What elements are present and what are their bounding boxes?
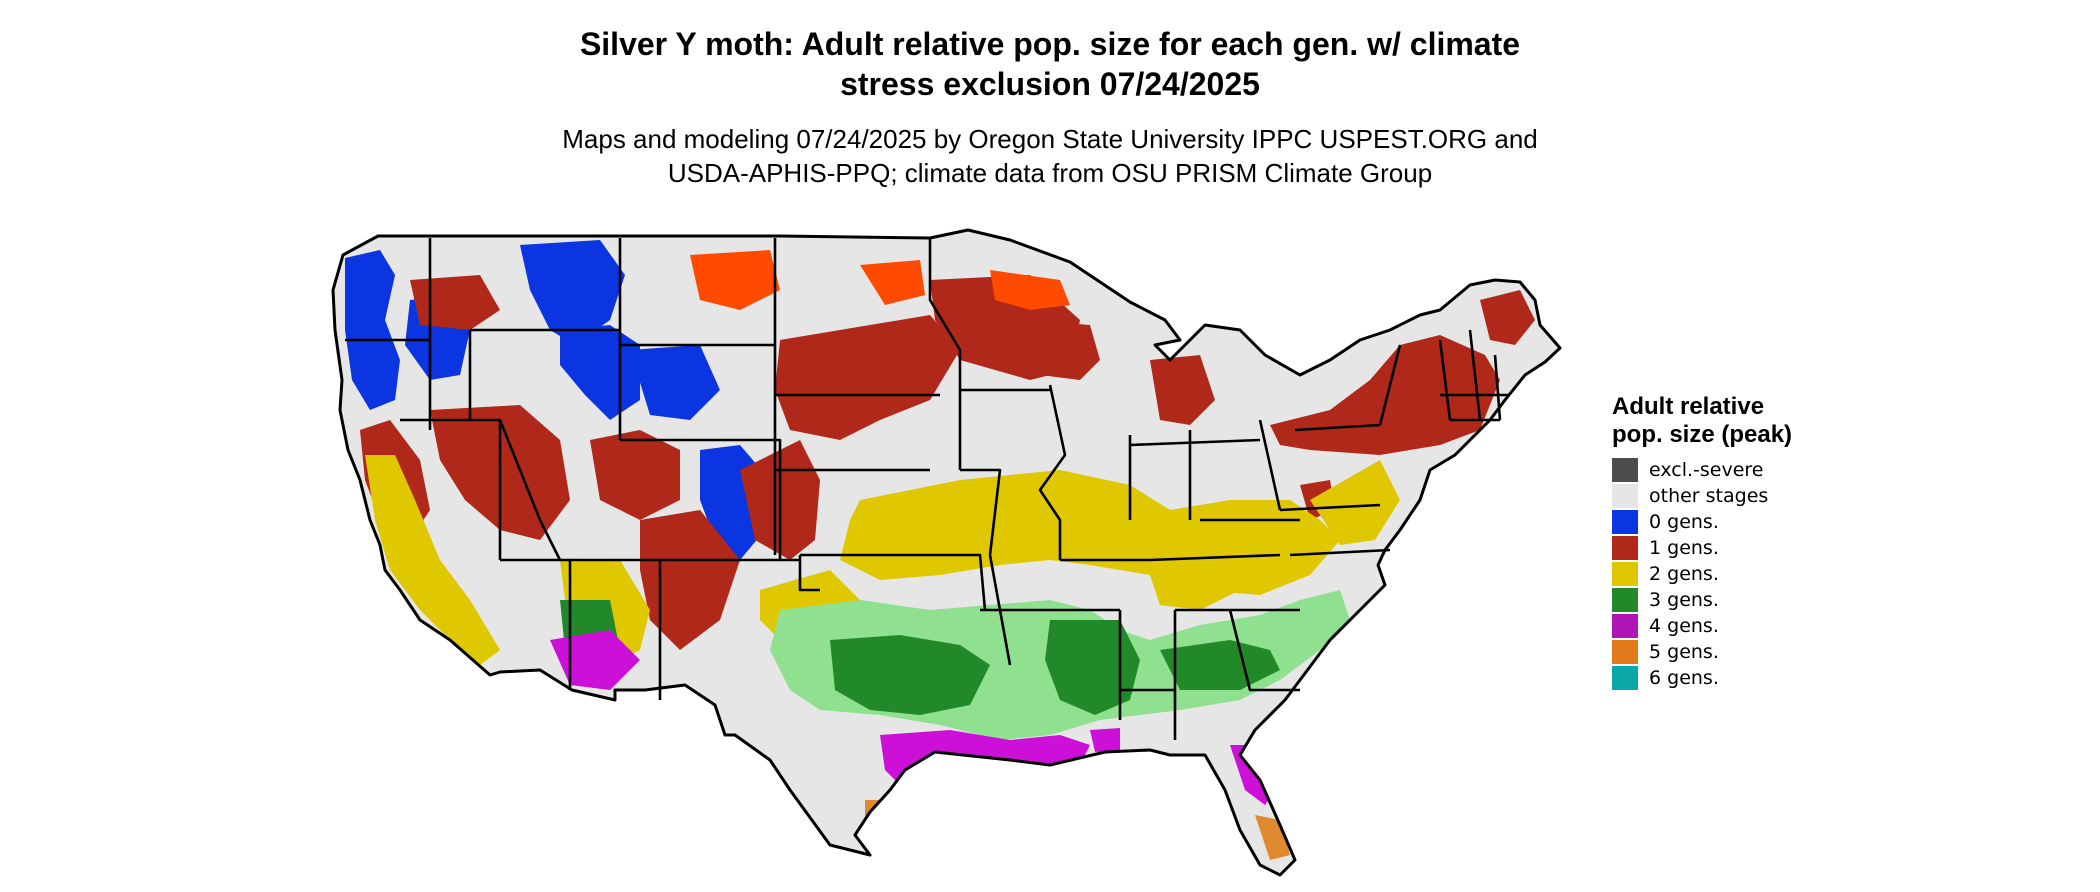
legend-swatch bbox=[1612, 588, 1638, 612]
legend-swatch bbox=[1612, 614, 1638, 638]
zone-gen4-36 bbox=[1090, 728, 1120, 752]
state-border-35 bbox=[1279, 503, 1381, 512]
zone-gen2-24 bbox=[1310, 460, 1400, 545]
zone-gen1-15 bbox=[640, 510, 740, 650]
state-border-38 bbox=[1378, 344, 1402, 426]
legend-item-1-gens: 1 gens. bbox=[1612, 535, 1832, 561]
legend-label: 5 gens. bbox=[1649, 641, 1719, 663]
legend-items: excl.-severe other stages 0 gens. 1 gens… bbox=[1612, 457, 1832, 691]
legend-label: 6 gens. bbox=[1649, 667, 1719, 689]
zone-gen2-23 bbox=[840, 470, 1340, 595]
legend-swatch bbox=[1612, 666, 1638, 690]
legend-item-excl-severe: excl.-severe bbox=[1612, 457, 1832, 483]
state-border-10 bbox=[620, 438, 782, 560]
map-title: Silver Y moth: Adult relative pop. size … bbox=[0, 24, 2100, 104]
legend-item-2-gens: 2 gens. bbox=[1612, 561, 1832, 587]
legend-label: 0 gens. bbox=[1649, 511, 1719, 533]
legend-item-3-gens: 3 gens. bbox=[1612, 587, 1832, 613]
legend-label: 2 gens. bbox=[1649, 563, 1719, 585]
legend-item-0-gens: 0 gens. bbox=[1612, 509, 1832, 535]
legend-swatch bbox=[1612, 536, 1638, 560]
state-border-42 bbox=[1468, 329, 1482, 421]
zone-gen3-31 bbox=[1160, 640, 1280, 690]
legend-title: Adult relative pop. size (peak) bbox=[1612, 393, 1793, 448]
zone-gen1-bright-21 bbox=[990, 270, 1070, 310]
legend-label: 1 gens. bbox=[1649, 537, 1719, 559]
state-border-39 bbox=[1438, 339, 1452, 421]
zone-gen1-8 bbox=[1030, 320, 1100, 380]
legend-label: 3 gens. bbox=[1649, 589, 1719, 611]
zone-gen1-9 bbox=[1150, 355, 1215, 425]
map-title-line2: stress exclusion 07/24/2025 bbox=[840, 66, 1260, 102]
legend-swatch bbox=[1612, 458, 1638, 482]
legend: Adult relative pop. size (peak) excl.-se… bbox=[1612, 393, 1832, 691]
zone-gen1-17 bbox=[410, 275, 500, 330]
zone-gen1-11 bbox=[1480, 290, 1535, 345]
state-border-34 bbox=[1228, 609, 1300, 692]
zone-gen1-6 bbox=[775, 315, 960, 440]
zone-gen2-22 bbox=[365, 455, 500, 665]
map-subtitle: Maps and modeling 07/24/2025 by Oregon S… bbox=[0, 122, 2100, 190]
legend-item-4-gens: 4 gens. bbox=[1612, 613, 1832, 639]
zone-gen1-bright-19 bbox=[690, 250, 780, 310]
legend-label: other stages bbox=[1649, 485, 1769, 507]
state-border-31 bbox=[1149, 553, 1281, 562]
map-title-line1: Silver Y moth: Adult relative pop. size … bbox=[579, 26, 1521, 62]
zone-gen5-37 bbox=[865, 800, 895, 848]
zone-gen0-2 bbox=[520, 240, 625, 345]
legend-swatch bbox=[1612, 510, 1638, 534]
legend-label: excl.-severe bbox=[1649, 459, 1764, 481]
map-body bbox=[331, 228, 1562, 877]
legend-item-5-gens: 5 gens. bbox=[1612, 639, 1832, 665]
legend-swatch bbox=[1612, 484, 1638, 508]
state-border-29 bbox=[1129, 438, 1261, 447]
state-border-37 bbox=[1294, 423, 1381, 432]
zone-gen4-34 bbox=[880, 730, 1090, 790]
zone-gen2-27 bbox=[1150, 570, 1240, 610]
legend-item-6-gens: 6 gens. bbox=[1612, 665, 1832, 691]
legend-swatch bbox=[1612, 640, 1638, 664]
state-border-16 bbox=[798, 555, 820, 592]
state-border-30 bbox=[1258, 419, 1282, 511]
map-subtitle-line1: Maps and modeling 07/24/2025 by Oregon S… bbox=[562, 124, 1538, 154]
state-border-22 bbox=[1038, 384, 1067, 560]
state-borders bbox=[345, 238, 1510, 740]
zone-gen1-bright-20 bbox=[860, 260, 925, 305]
legend-swatch bbox=[1612, 562, 1638, 586]
zone-gen4-33 bbox=[550, 630, 640, 690]
zone-gen0-4 bbox=[630, 345, 720, 420]
legend-item-other-stages: other stages bbox=[1612, 483, 1832, 509]
state-border-2 bbox=[400, 418, 562, 561]
zone-gen3-30 bbox=[1045, 620, 1140, 715]
state-border-15 bbox=[800, 553, 987, 611]
legend-label: 4 gens. bbox=[1649, 615, 1719, 637]
state-border-36 bbox=[1289, 548, 1391, 557]
us-outline bbox=[331, 228, 1562, 877]
map-subtitle-line2: USDA-APHIS-PPQ; climate data from OSU PR… bbox=[667, 158, 1433, 188]
zone-gen3-29 bbox=[830, 635, 990, 715]
zone-gen1-14 bbox=[590, 430, 680, 520]
state-border-17 bbox=[928, 238, 962, 470]
state-border-19 bbox=[960, 468, 1002, 556]
zone-gen0-0 bbox=[345, 250, 400, 410]
